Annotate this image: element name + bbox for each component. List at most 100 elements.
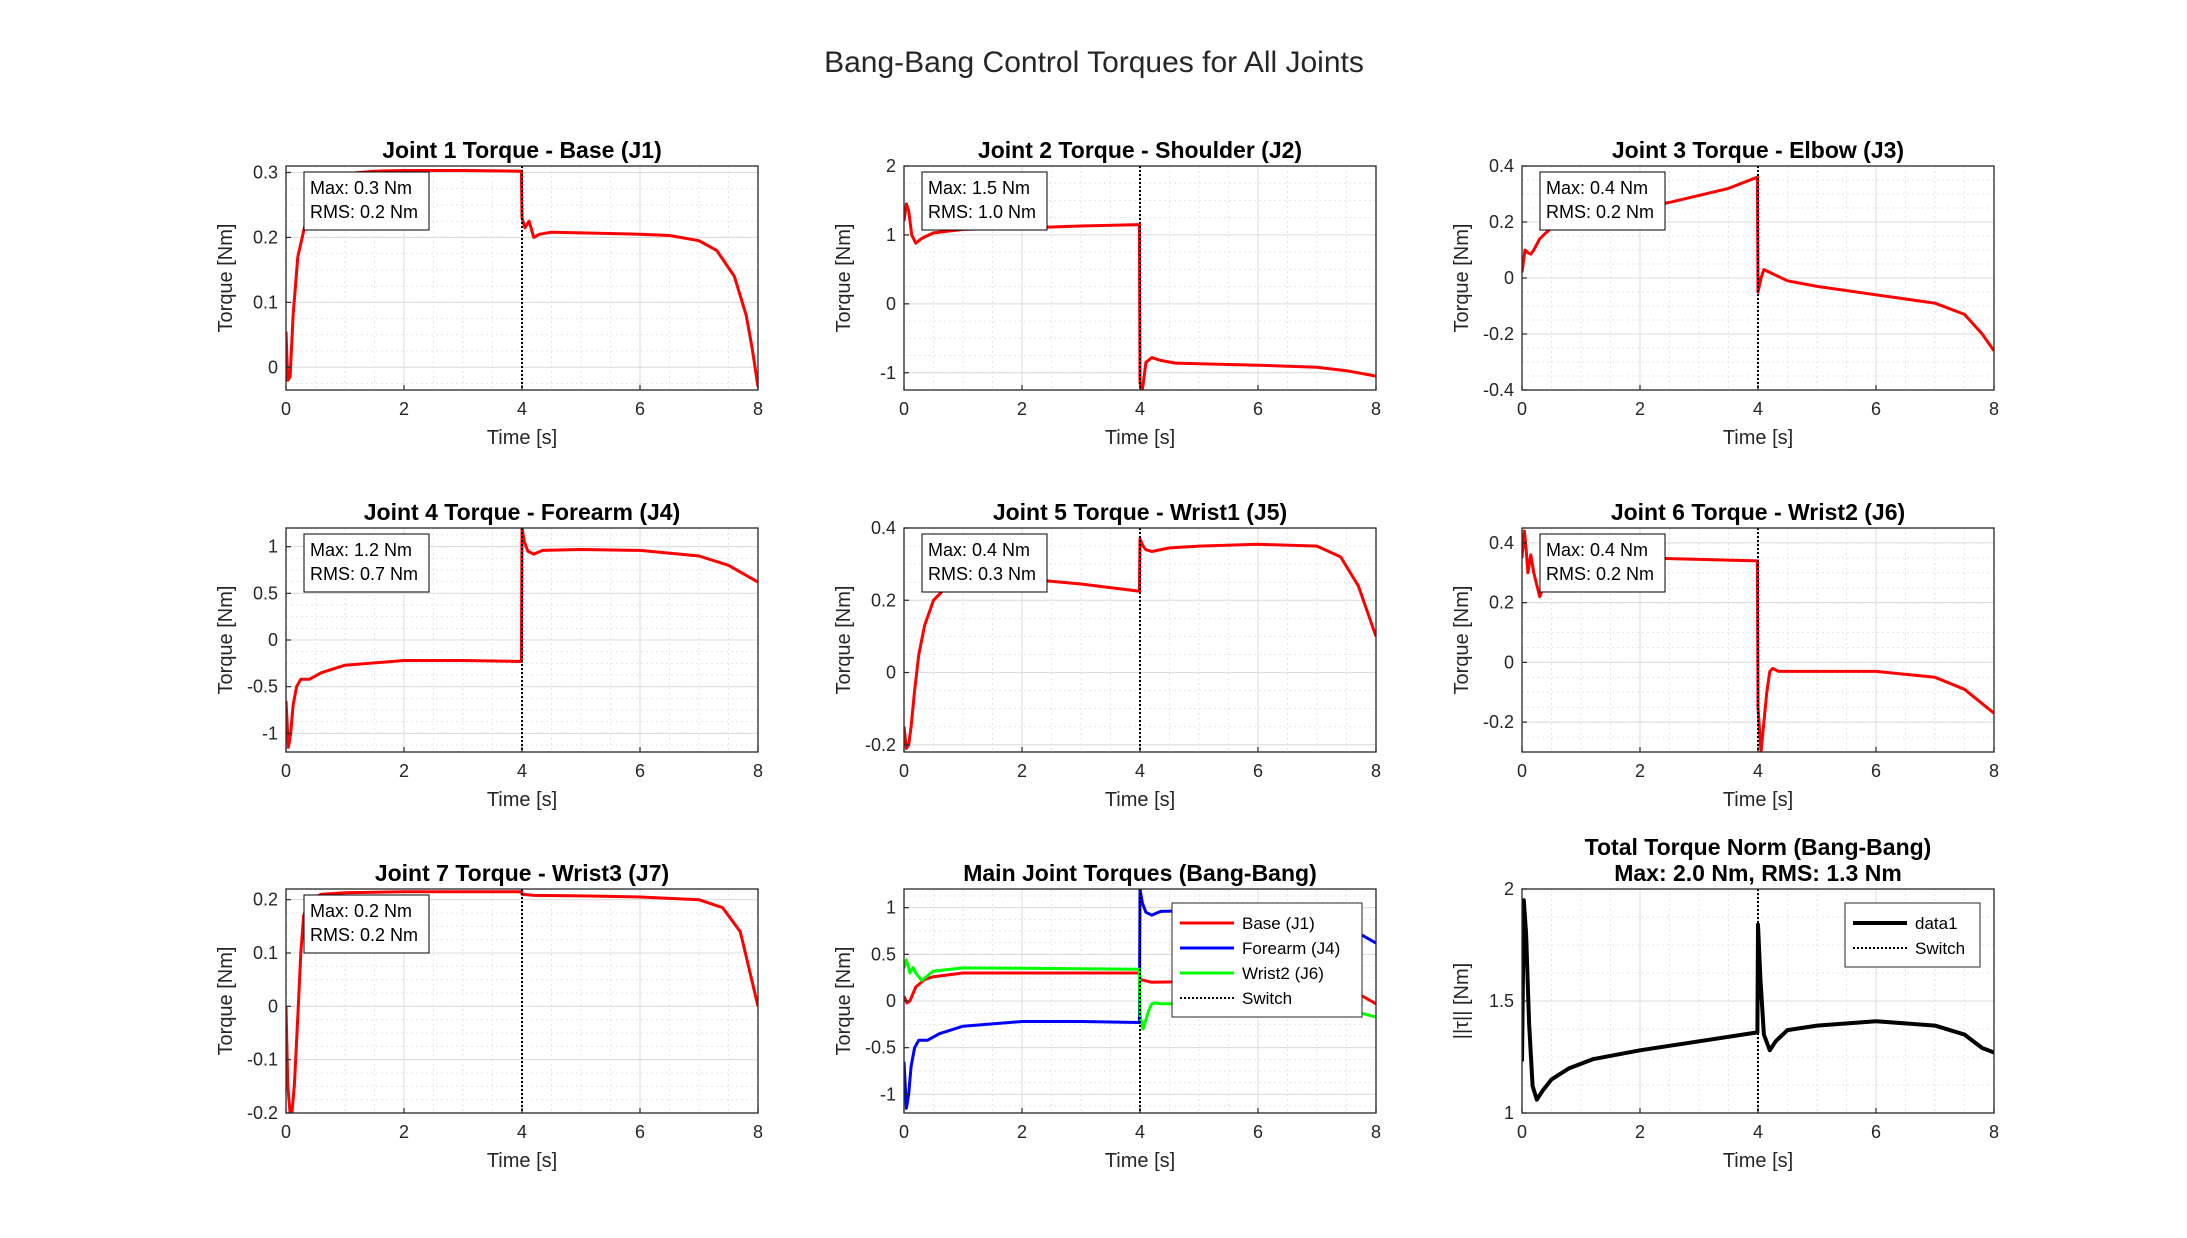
x-tick-label: 0 [1517, 399, 1527, 419]
x-tick-label: 4 [1753, 761, 1763, 781]
series-line [286, 528, 758, 749]
y-axis-label: Torque [Nm] [215, 224, 237, 333]
subplot-title: Joint 4 Torque - Forearm (J4) [364, 499, 681, 525]
y-tick-label: 0.2 [1489, 212, 1514, 232]
x-tick-label: 0 [899, 399, 909, 419]
y-tick-label: -0.5 [247, 677, 278, 697]
x-tick-label: 4 [1135, 1122, 1145, 1142]
y-tick-label: 0.1 [253, 943, 278, 963]
x-tick-label: 2 [1635, 399, 1645, 419]
subplot-title: Main Joint Torques (Bang-Bang) [963, 860, 1317, 886]
annotation-box [303, 894, 430, 954]
x-tick-label: 6 [1253, 1122, 1263, 1142]
y-tick-label: 2 [1504, 879, 1514, 899]
y-axis-label: Torque [Nm] [833, 947, 855, 1056]
x-tick-label: 8 [1371, 1122, 1381, 1142]
x-tick-label: 8 [1371, 761, 1381, 781]
x-tick-label: 2 [1635, 1122, 1645, 1142]
series-line [1522, 175, 1994, 352]
y-tick-label: 0 [1504, 268, 1514, 288]
x-tick-label: 0 [1517, 1122, 1527, 1142]
x-tick-label: 2 [1635, 761, 1645, 781]
y-tick-label: 0.2 [871, 590, 896, 610]
y-axis-label: Torque [Nm] [215, 586, 237, 695]
annotation-box [921, 171, 1048, 231]
y-tick-label: 0 [886, 663, 896, 683]
y-tick-label: 0.4 [1489, 156, 1514, 176]
x-axis-label: Time [s] [1105, 427, 1175, 449]
y-tick-label: 0.4 [871, 518, 896, 538]
annotation-line: RMS: 0.7 Nm [310, 564, 418, 584]
x-tick-label: 6 [1871, 399, 1881, 419]
subplot-title: Total Torque Norm (Bang-Bang) [1585, 834, 1932, 860]
annotation-line: Max: 0.4 Nm [1546, 540, 1648, 560]
x-tick-label: 2 [1017, 1122, 1027, 1142]
legend: data1 Switch [1844, 902, 1981, 968]
y-tick-label: 0 [268, 996, 278, 1016]
x-tick-label: 4 [517, 399, 527, 419]
annotation-box [303, 171, 430, 231]
y-axis-label: Torque [Nm] [833, 586, 855, 695]
x-axis-label: Time [s] [1105, 1150, 1175, 1172]
stats-annotation: Max: 1.2 Nm RMS: 0.7 Nm [303, 533, 430, 593]
subplot-6: 0 2 4 6 8 -0.2 0 0.2 0.4 Time [s] Torque [Nm] Joint… [1451, 499, 1999, 811]
annotation-line: Max: 0.2 Nm [310, 901, 412, 921]
y-axis-label: Torque [Nm] [1451, 224, 1473, 333]
subplot-1: 0 2 4 6 8 0 0.1 0.2 0.3 Time [s] Torque [Nm] Joint … [215, 137, 763, 449]
y-tick-label: 0.1 [253, 292, 278, 312]
annotation-line: Max: 1.2 Nm [310, 540, 412, 560]
series-line [1522, 529, 1994, 752]
annotation-line: RMS: 0.2 Nm [310, 202, 418, 222]
y-tick-label: 1 [268, 537, 278, 557]
x-tick-label: 0 [1517, 761, 1527, 781]
y-axis-label: Torque [Nm] [1451, 586, 1473, 695]
x-axis-label: Time [s] [487, 789, 557, 811]
y-tick-label: 0.2 [253, 890, 278, 910]
x-tick-label: 6 [635, 761, 645, 781]
x-tick-label: 0 [899, 761, 909, 781]
x-tick-label: 4 [517, 1122, 527, 1142]
x-tick-label: 0 [281, 761, 291, 781]
subplot-title: Joint 5 Torque - Wrist1 (J5) [993, 499, 1287, 525]
y-tick-label: -1 [880, 363, 896, 383]
x-tick-label: 8 [753, 1122, 763, 1142]
y-tick-label: 0 [1504, 652, 1514, 672]
x-tick-label: 6 [1253, 761, 1263, 781]
x-tick-label: 2 [399, 761, 409, 781]
series-line [904, 537, 1376, 750]
stats-annotation: Max: 0.4 Nm RMS: 0.3 Nm [921, 533, 1048, 593]
x-tick-label: 0 [281, 399, 291, 419]
y-axis-label: Torque [Nm] [215, 947, 237, 1056]
x-tick-label: 8 [753, 761, 763, 781]
y-tick-label: 1.5 [1489, 991, 1514, 1011]
x-axis-label: Time [s] [487, 1150, 557, 1172]
annotation-box [921, 533, 1048, 593]
x-tick-label: 2 [399, 399, 409, 419]
annotation-line: RMS: 1.0 Nm [928, 202, 1036, 222]
y-tick-label: 0 [886, 294, 896, 314]
figure-title: Bang-Bang Control Torques for All Joints [824, 46, 1364, 79]
legend-entry: Forearm (J4) [1242, 939, 1340, 958]
y-tick-label: -1 [880, 1084, 896, 1104]
legend-entry: Switch [1915, 939, 1965, 958]
x-tick-label: 8 [1989, 761, 1999, 781]
y-tick-label: 1 [886, 225, 896, 245]
annotation-line: Max: 0.3 Nm [310, 178, 412, 198]
y-tick-label: 0.2 [253, 227, 278, 247]
x-tick-label: 4 [1135, 399, 1145, 419]
x-tick-label: 2 [1017, 399, 1027, 419]
y-tick-label: -0.2 [865, 735, 896, 755]
subplot-7: 0 2 4 6 8 -0.2 -0.1 0 0.1 0.2 Time [s] Torque [Nm] J… [215, 860, 763, 1172]
y-axis-label: Torque [Nm] [833, 224, 855, 333]
subplot-8: 0 2 4 6 8 -1 -0.5 0 0.5 1 Time [s] Torque [Nm] Main … [833, 860, 1381, 1172]
x-tick-label: 0 [281, 1122, 291, 1142]
y-tick-label: 0.5 [253, 583, 278, 603]
y-tick-label: 2 [886, 156, 896, 176]
y-tick-label: 0.5 [871, 944, 896, 964]
subplot-title: Joint 1 Torque - Base (J1) [382, 137, 661, 163]
y-tick-label: -0.5 [865, 1038, 896, 1058]
series-group [904, 537, 1376, 750]
annotation-line: Max: 0.4 Nm [1546, 178, 1648, 198]
x-axis-label: Time [s] [1723, 1150, 1793, 1172]
